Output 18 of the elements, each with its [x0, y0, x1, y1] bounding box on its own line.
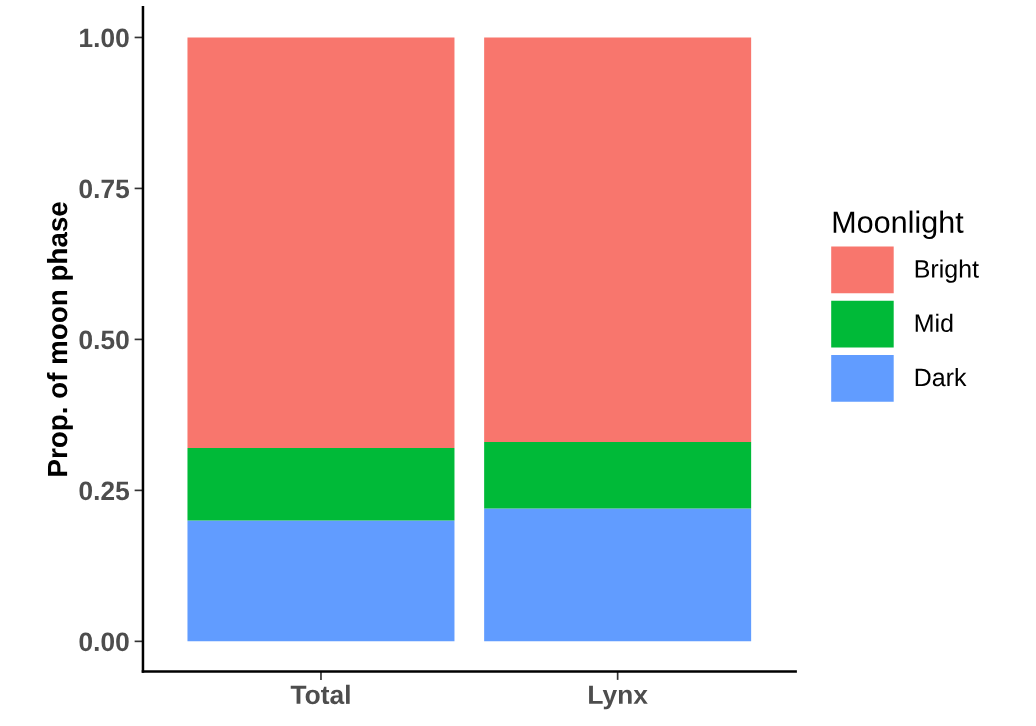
legend-label: Bright — [915, 259, 979, 283]
bar — [484, 37, 752, 443]
y-axis-title: Prop. of moon phase — [46, 202, 73, 476]
y-tick-label: 0.75 — [79, 179, 130, 199]
y-tick-label: 0.25 — [79, 481, 130, 501]
y-tick-label: 0.50 — [79, 330, 129, 350]
bar — [484, 508, 752, 642]
bar — [187, 37, 455, 449]
bar — [484, 442, 752, 509]
bar — [187, 448, 455, 521]
y-tick-label: 0.00 — [79, 632, 129, 652]
x-tick-label: Total — [290, 684, 350, 705]
x-tick-label: Lynx — [589, 685, 648, 710]
legend-label: Dark — [915, 367, 967, 387]
legend-title: Moonlight — [833, 210, 964, 240]
bar — [187, 520, 455, 642]
y-tick-label: 1.00 — [80, 28, 129, 48]
legend-label: Mid — [915, 313, 953, 333]
